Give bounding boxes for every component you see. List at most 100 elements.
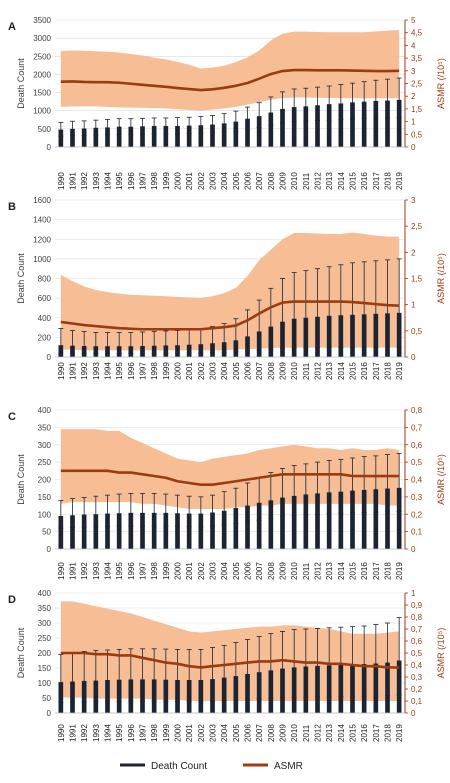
death-count-error-bar <box>361 456 367 513</box>
x-tick-label: 2010 <box>290 562 299 580</box>
y-right-tick-label: 0,6 <box>411 637 423 646</box>
death-count-bar <box>210 124 215 147</box>
death-count-error-bar <box>93 650 99 702</box>
y-tick-label: 0 <box>47 143 52 152</box>
death-count-error-bar <box>116 332 122 354</box>
death-count-error-bar <box>350 457 355 514</box>
x-tick-label: 1995 <box>115 172 124 190</box>
x-tick-label: 1997 <box>139 724 148 742</box>
death-count-error-bar <box>93 495 99 528</box>
x-tick-label: 2000 <box>174 724 183 742</box>
y-right-tick-label: 0 <box>411 709 416 718</box>
panel-label: D <box>8 594 16 606</box>
y-tick-label: 2000 <box>33 70 51 79</box>
death-count-error-bar <box>175 649 180 702</box>
y-axis-title: Death Count <box>16 627 26 678</box>
death-count-error-bar <box>163 330 169 354</box>
death-count-error-bar <box>268 633 274 699</box>
y-right-tick-label: 0,5 <box>411 327 423 336</box>
x-tick-label: 2002 <box>197 172 206 190</box>
death-count-error-bar <box>396 258 402 348</box>
death-count-bar <box>81 514 87 549</box>
y-right-tick-label: 0,7 <box>411 625 423 634</box>
x-tick-label: 2008 <box>267 172 276 190</box>
death-count-error-bar <box>105 649 110 702</box>
x-tick-label: 1998 <box>150 724 159 742</box>
panel-label: C <box>8 411 16 423</box>
death-count-error-bar <box>233 487 239 525</box>
x-tick-label: 1992 <box>80 172 89 190</box>
death-count-error-bar <box>58 654 64 703</box>
death-count-bar <box>350 490 355 549</box>
death-count-bar <box>361 489 367 549</box>
y-right-tick-label: 0,3 <box>411 673 423 682</box>
x-tick-label: 1999 <box>162 362 171 380</box>
x-tick-label: 2015 <box>349 362 358 380</box>
death-count-bar <box>221 510 227 549</box>
y-tick-label: 400 <box>38 314 52 323</box>
death-count-error-bar <box>140 331 145 354</box>
y-right-tick-label: 0,8 <box>411 613 423 622</box>
death-count-error-bar <box>350 262 355 348</box>
x-tick-label: 2015 <box>349 724 358 742</box>
death-count-error-bar <box>338 84 344 121</box>
death-count-error-bar <box>105 494 110 527</box>
x-tick-label: 1990 <box>57 724 66 742</box>
x-tick-label: 1991 <box>69 172 78 190</box>
x-tick-label: 2009 <box>279 362 288 380</box>
death-count-error-bar <box>385 454 390 513</box>
x-tick-label: 2001 <box>185 172 194 190</box>
y-tick-label: 100 <box>38 510 52 519</box>
x-tick-label: 1992 <box>80 724 89 742</box>
y-right-tick-label: 3,5 <box>411 54 423 63</box>
x-tick-label: 2001 <box>185 362 194 380</box>
x-tick-label: 2013 <box>325 172 334 190</box>
death-count-bar <box>396 99 402 147</box>
death-count-bar <box>186 513 192 549</box>
death-count-bar <box>326 492 332 549</box>
death-count-error-bar <box>81 120 87 136</box>
chart-panel-b: B 0 200 400 600 800 1000 1200 1400 1600 0 0,5 1 1,5 2 2… <box>8 196 446 380</box>
y-right-tick-label: 0,9 <box>411 601 423 610</box>
death-count-error-bar <box>338 264 344 348</box>
death-count-error-bar <box>291 272 297 349</box>
x-tick-label: 2014 <box>337 362 346 380</box>
x-tick-label: 1995 <box>115 724 124 742</box>
y-right-axis-title: ASMR (/10⁵) <box>436 628 446 679</box>
y-tick-label: 100 <box>38 679 52 688</box>
x-tick-label: 2009 <box>279 724 288 742</box>
x-tick-label: 2002 <box>197 362 206 380</box>
y-right-tick-label: 4,5 <box>411 29 423 38</box>
x-tick-label: 2014 <box>337 562 346 580</box>
death-count-error-bar <box>280 278 285 349</box>
y-tick-label: 0 <box>47 353 52 362</box>
x-tick-label: 1997 <box>139 172 148 190</box>
x-tick-label: 2009 <box>279 562 288 580</box>
death-count-error-bar <box>175 117 180 134</box>
y-right-tick-label: 1 <box>411 301 416 310</box>
x-tick-label: 2017 <box>372 562 381 580</box>
death-count-error-bar <box>140 492 145 527</box>
death-count-bar <box>70 128 75 147</box>
y-tick-label: 1500 <box>33 89 51 98</box>
x-tick-label: 2013 <box>325 362 334 380</box>
death-count-bar <box>233 121 239 147</box>
x-tick-label: 2009 <box>279 172 288 190</box>
y-right-tick-label: 0,1 <box>411 697 423 706</box>
death-count-error-bar <box>350 82 355 120</box>
x-tick-label: 1990 <box>57 562 66 580</box>
death-count-error-bar <box>361 261 367 348</box>
y-right-tick-label: 0,2 <box>411 685 423 694</box>
x-tick-label: 2001 <box>185 562 194 580</box>
death-count-error-bar <box>326 85 332 121</box>
death-count-bar <box>350 102 355 147</box>
death-count-error-bar <box>210 494 215 527</box>
death-count-bar <box>256 116 262 147</box>
x-tick-label: 2007 <box>255 724 264 742</box>
death-count-error-bar <box>128 492 134 527</box>
death-count-error-bar <box>198 649 204 702</box>
x-tick-label: 2008 <box>267 562 276 580</box>
y-right-tick-label: 0,4 <box>411 661 423 670</box>
y-right-tick-label: 1 <box>411 118 416 127</box>
death-count-bar <box>163 125 169 147</box>
